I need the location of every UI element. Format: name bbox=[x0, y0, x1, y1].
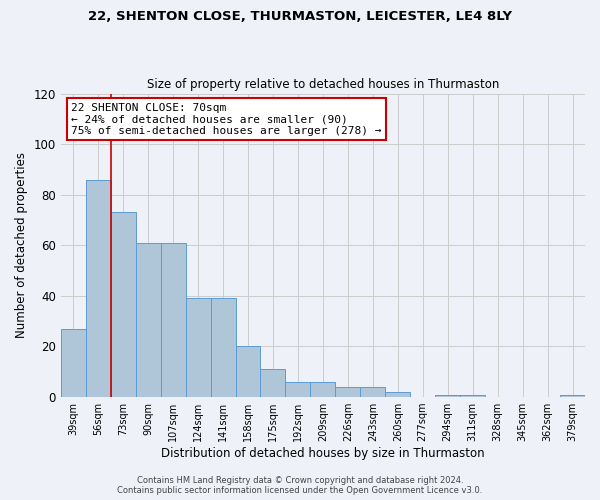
Text: 22, SHENTON CLOSE, THURMASTON, LEICESTER, LE4 8LY: 22, SHENTON CLOSE, THURMASTON, LEICESTER… bbox=[88, 10, 512, 23]
Bar bbox=[385, 392, 410, 397]
Bar bbox=[86, 180, 111, 397]
Text: Contains HM Land Registry data © Crown copyright and database right 2024.
Contai: Contains HM Land Registry data © Crown c… bbox=[118, 476, 482, 495]
X-axis label: Distribution of detached houses by size in Thurmaston: Distribution of detached houses by size … bbox=[161, 447, 485, 460]
Bar bbox=[335, 387, 361, 397]
Bar bbox=[286, 382, 310, 397]
Bar bbox=[361, 387, 385, 397]
Text: 22 SHENTON CLOSE: 70sqm
← 24% of detached houses are smaller (90)
75% of semi-de: 22 SHENTON CLOSE: 70sqm ← 24% of detache… bbox=[71, 102, 382, 136]
Bar bbox=[460, 394, 485, 397]
Bar bbox=[61, 329, 86, 397]
Bar bbox=[560, 394, 585, 397]
Bar bbox=[211, 298, 236, 397]
Bar bbox=[136, 243, 161, 397]
Bar bbox=[161, 243, 185, 397]
Bar bbox=[111, 212, 136, 397]
Title: Size of property relative to detached houses in Thurmaston: Size of property relative to detached ho… bbox=[147, 78, 499, 91]
Bar bbox=[435, 394, 460, 397]
Y-axis label: Number of detached properties: Number of detached properties bbox=[15, 152, 28, 338]
Bar bbox=[310, 382, 335, 397]
Bar bbox=[260, 370, 286, 397]
Bar bbox=[236, 346, 260, 397]
Bar bbox=[185, 298, 211, 397]
